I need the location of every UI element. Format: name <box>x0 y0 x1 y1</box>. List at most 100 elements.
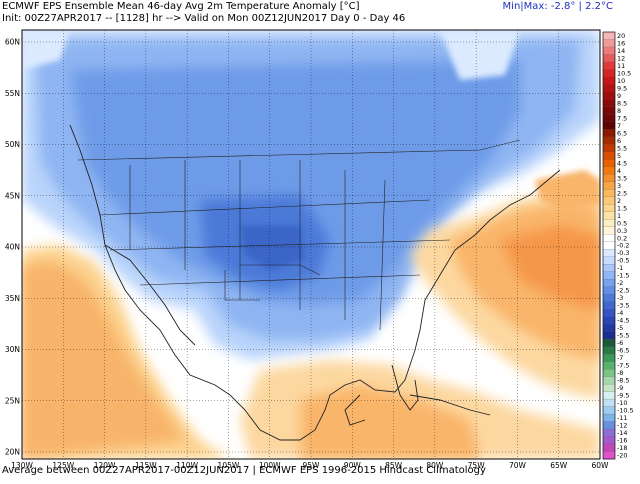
colorbar-label: -18 <box>617 444 627 452</box>
state-borders <box>77 139 521 331</box>
lon-label: 125W <box>52 461 74 470</box>
colorbar-swatch <box>602 159 616 168</box>
lon-label: 105W <box>218 461 240 470</box>
colorbar-label: -8.5 <box>617 377 629 385</box>
colorbar-label: -20 <box>617 452 627 460</box>
colorbar-label: 10.5 <box>617 69 631 77</box>
colorbar-swatch <box>602 76 616 85</box>
lon-label: 130W <box>11 461 33 470</box>
colorbar-label: -8 <box>617 369 623 377</box>
colorbar-swatch <box>602 234 616 243</box>
colorbar-swatch <box>602 121 616 130</box>
colorbar-swatch <box>602 69 616 78</box>
colorbar-frame <box>602 31 616 460</box>
colorbar-label: 6 <box>617 137 621 145</box>
colorbar-swatch <box>602 428 616 437</box>
colorbar-swatch <box>602 451 616 460</box>
colorbar-swatch <box>602 264 616 273</box>
colorbar-label: -7 <box>617 354 623 362</box>
lon-label: 120W <box>94 461 116 470</box>
colorbar-swatch <box>602 151 616 160</box>
colorbar-label: 0.2 <box>617 234 627 242</box>
colorbar-label: -12 <box>617 422 627 430</box>
colorbar-label: -3.5 <box>617 302 629 310</box>
colorbar-swatch <box>602 181 616 190</box>
colorbar-swatch <box>602 421 616 430</box>
colorbar-label: 8 <box>617 107 621 115</box>
colorbar-swatch <box>602 46 616 55</box>
colorbar-label: -0.2 <box>617 242 629 250</box>
colorbar-swatch <box>602 376 616 385</box>
colorbar-label: 9 <box>617 92 621 100</box>
colorbar-label: -4 <box>617 309 623 317</box>
colorbar-label: -16 <box>617 437 627 445</box>
colorbar-swatch <box>602 91 616 100</box>
colorbar-swatch <box>602 144 616 153</box>
colorbar-swatch <box>602 316 616 325</box>
lon-label: 85W <box>385 461 403 470</box>
min-max-readout: Min|Max: -2.8° | 2.2°C <box>502 1 613 12</box>
colorbar-swatch <box>602 204 616 213</box>
colorbar-swatch <box>602 114 616 123</box>
colorbar-label: -5 <box>617 324 623 332</box>
colorbar-swatch <box>602 286 616 295</box>
colorbar-swatch <box>602 346 616 355</box>
colorbar-label: 3 <box>617 182 621 190</box>
colorbar-swatch <box>602 256 616 265</box>
colorbar-swatch <box>602 361 616 370</box>
colorbar-swatch <box>602 211 616 220</box>
lat-label: 30N <box>5 345 20 354</box>
colorbar-label: -10.5 <box>617 407 634 415</box>
lat-label: 35N <box>5 294 20 303</box>
colorbar-label: -1 <box>617 264 623 272</box>
lat-label: 25N <box>5 396 20 405</box>
colorbar-label: 14 <box>617 47 625 55</box>
colorbar-swatch <box>602 391 616 400</box>
colorbar-label: -9.5 <box>617 392 629 400</box>
colorbar-swatch <box>602 99 616 108</box>
colorbar-label: 7.5 <box>617 114 627 122</box>
colorbar-swatch <box>602 354 616 363</box>
colorbar-swatch <box>602 106 616 115</box>
colorbar-swatch <box>602 301 616 310</box>
lat-label: 45N <box>5 191 20 200</box>
colorbar-swatch <box>602 241 616 250</box>
colorbar-swatch <box>602 369 616 377</box>
map-title: ECMWF EPS Ensemble Mean 46-day Avg 2m Te… <box>2 1 360 12</box>
colorbar-swatch <box>602 436 616 445</box>
colorbar-label: 11 <box>617 62 625 70</box>
colorbar-label: -0.3 <box>617 249 629 257</box>
colorbar-label: 8.5 <box>617 99 627 107</box>
colorbar-label: 10 <box>617 77 625 85</box>
colorbar-label: -6.5 <box>617 347 629 355</box>
lon-label: 80W <box>426 461 444 470</box>
longitude-labels: 130W 125W 120W 115W 110W 105W 100W 95W 90W 85W 80W… <box>11 461 609 470</box>
colorbar-label: -2.5 <box>617 287 629 295</box>
colorbar-label: 7 <box>617 122 621 130</box>
colorbar-swatch <box>602 383 616 392</box>
lat-label: 20N <box>5 448 20 457</box>
colorbar-swatch <box>602 166 616 175</box>
lon-label: 90W <box>344 461 362 470</box>
colorbar-swatch <box>602 84 616 93</box>
colorbar-swatch <box>602 443 616 452</box>
colorbar-label: 2.5 <box>617 189 627 197</box>
colorbar-swatch <box>602 174 616 183</box>
colorbar-swatch <box>602 279 616 288</box>
lon-label: 65W <box>550 461 568 470</box>
lon-label: 95W <box>303 461 321 470</box>
colorbar-label: 0.5 <box>617 219 627 227</box>
colorbar-swatch <box>602 398 616 407</box>
lat-lon-grid <box>22 30 600 459</box>
colorbar-label: 9.5 <box>617 84 627 92</box>
colorbar-label: 2 <box>617 197 621 205</box>
colorbar-label: -6 <box>617 339 623 347</box>
colorbar-label: 16 <box>617 39 625 47</box>
colorbar: 201614121110.5109.598.587.576.565.554.54… <box>602 31 634 460</box>
colorbar-label: 0.3 <box>617 227 627 235</box>
colorbar-swatch <box>602 61 616 70</box>
colorbar-swatch <box>602 129 616 138</box>
colorbar-swatch <box>602 331 616 340</box>
colorbar-label: -9 <box>617 384 623 392</box>
